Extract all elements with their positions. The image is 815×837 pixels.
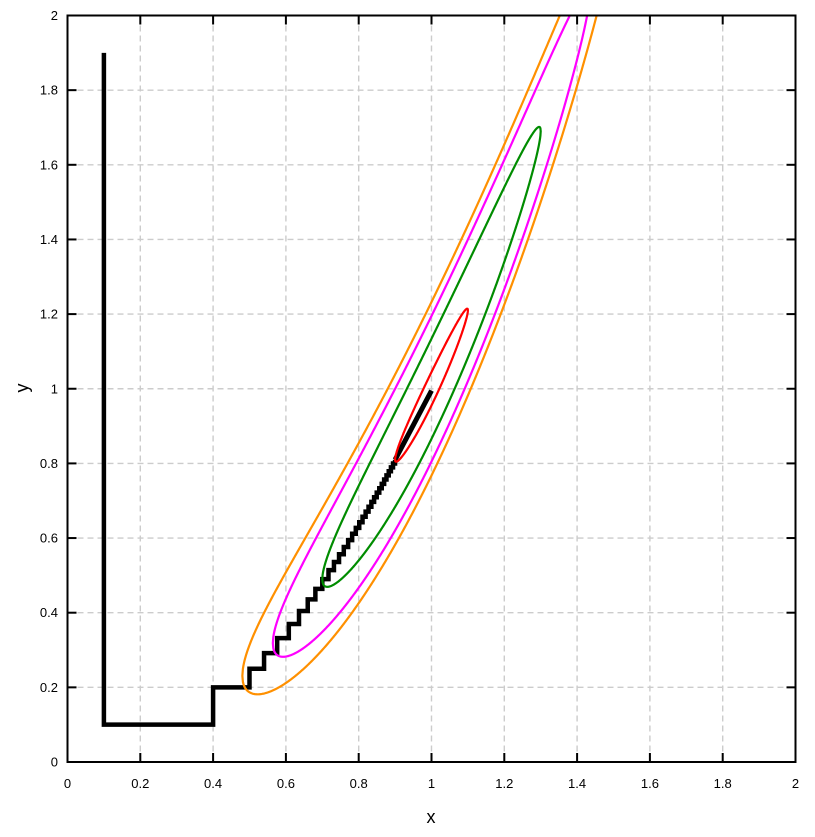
x-tick-label: 0.8: [350, 776, 368, 791]
grid-lines: [67, 15, 796, 762]
y-tick-label: 1.8: [40, 83, 58, 98]
y-tick-label: 0.2: [40, 680, 58, 695]
green-contour: [321, 125, 542, 588]
descent-path-staircase: [101, 52, 398, 727]
y-axis-label: y: [12, 383, 32, 393]
y-tick-label: 1.6: [40, 157, 58, 172]
x-tick-label: 1.6: [641, 776, 659, 791]
contour-group: [241, 15, 598, 696]
y-tick-label: 1.2: [40, 307, 58, 322]
x-tick-label: 0: [64, 776, 71, 791]
axes: [66, 14, 797, 763]
y-tick-label: 0.6: [40, 531, 58, 546]
magenta-contour: [271, 15, 589, 658]
x-tick-label: 1: [428, 776, 435, 791]
x-tick-label: 1.4: [568, 776, 586, 791]
x-axis-label: x: [426, 807, 436, 827]
x-tick-label: 1.8: [714, 776, 732, 791]
x-tick-label: 2: [792, 776, 799, 791]
y-tick-label: 0.4: [40, 605, 58, 620]
x-tick-label: 0.4: [204, 776, 222, 791]
orange-contour: [241, 15, 598, 696]
x-tick-label: 1.2: [495, 776, 513, 791]
tick-labels: 0 0.2 0.4 0.6 0.8 1 1.2 1.4 1.6 1.8 2 0 0.2 0.4 0.6 0.8…: [40, 8, 799, 791]
descent-path-group: [101, 52, 434, 727]
y-tick-label: 2: [51, 8, 58, 23]
descent-path-final-segment: [392, 389, 434, 461]
red-contour: [393, 307, 470, 463]
y-tick-label: 0.8: [40, 456, 58, 471]
y-tick-label: 1: [51, 381, 58, 396]
y-tick-label: 1.4: [40, 232, 58, 247]
x-tick-label: 0.6: [277, 776, 295, 791]
x-tick-label: 0.2: [131, 776, 149, 791]
y-tick-label: 0: [51, 755, 58, 770]
